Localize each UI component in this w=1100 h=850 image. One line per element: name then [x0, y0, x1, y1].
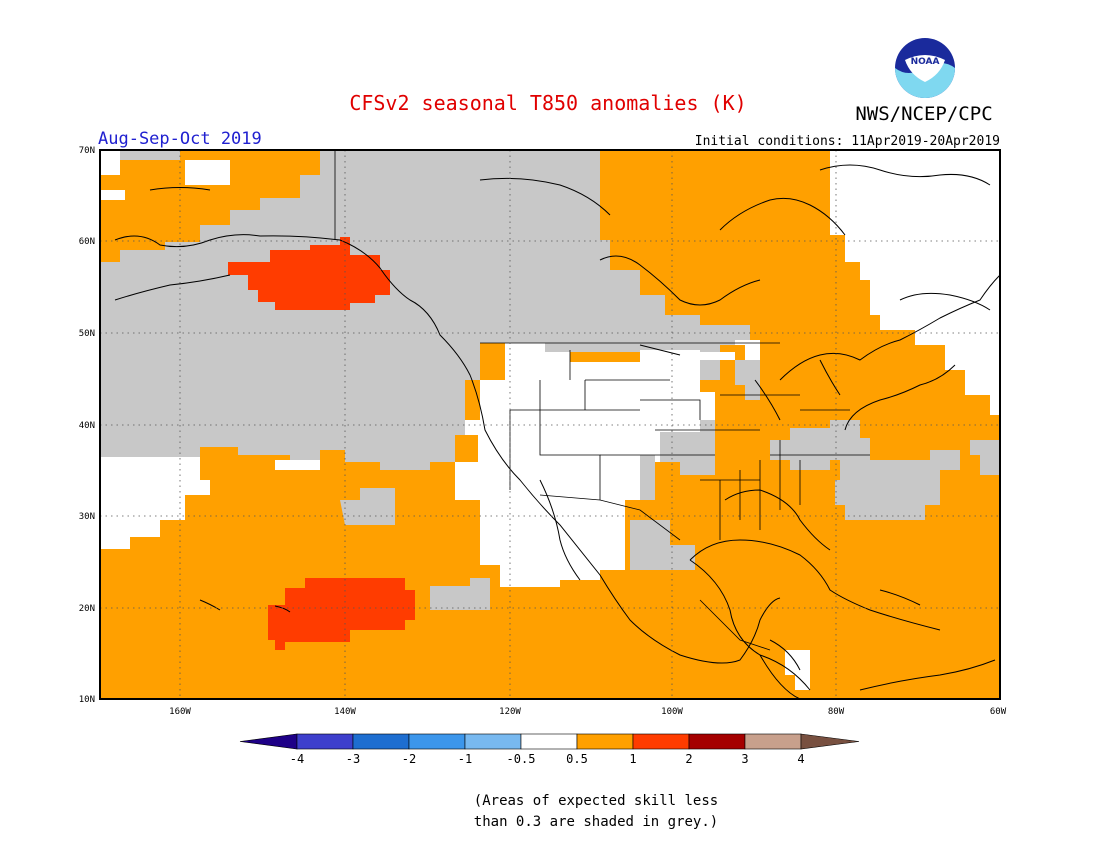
color-legend: -4 -3 -2 -1 -0.5 0.5 1 2 3 4	[239, 733, 860, 766]
season-label: Aug-Sep-Oct 2019	[98, 129, 262, 149]
lon-label: 100W	[661, 707, 683, 717]
legend-swatch	[688, 733, 746, 750]
legend-arrow-low	[239, 733, 298, 750]
lon-label: 140W	[334, 707, 356, 717]
lat-label: 40N	[79, 421, 95, 431]
legend-tick-label: -3	[346, 752, 360, 766]
legend-tick-label: 3	[741, 752, 748, 766]
legend-tick-label: -0.5	[507, 752, 536, 766]
graticule	[100, 150, 1000, 699]
map-panel	[100, 150, 1000, 699]
legend-swatch	[744, 733, 802, 750]
legend-tick-label: -4	[290, 752, 304, 766]
legend-tick-label: 2	[685, 752, 692, 766]
lat-label: 20N	[79, 604, 95, 614]
legend-swatch	[408, 733, 466, 750]
map-frame	[99, 149, 1001, 700]
legend-swatch	[464, 733, 522, 750]
legend-swatch	[576, 733, 634, 750]
legend-swatch	[520, 733, 578, 750]
lon-label: 60W	[990, 707, 1007, 717]
near-normal-areas	[100, 150, 1000, 690]
latitude-labels: 70N 60N 50N 40N 30N 20N 10N	[79, 146, 95, 705]
chart-title: CFSv2 seasonal T850 anomalies (K)	[349, 91, 746, 115]
lat-label: 30N	[79, 512, 95, 522]
lat-label: 70N	[79, 146, 95, 156]
legend-tick-label: 0.5	[566, 752, 588, 766]
legend-swatch	[632, 733, 690, 750]
footnote-line-2: than 0.3 are shaded in grey.)	[474, 814, 718, 830]
legend-arrow-high	[800, 733, 860, 750]
agency-label: NWS/NCEP/CPC	[855, 103, 992, 125]
lat-label: 10N	[79, 695, 95, 705]
legend-tick-label: -1	[458, 752, 472, 766]
noaa-logo-text: NOAA	[911, 57, 940, 67]
low-skill-areas	[100, 150, 1000, 610]
noaa-logo: NOAA	[895, 38, 955, 98]
legend-tick-label: -2	[402, 752, 416, 766]
political-boundaries	[334, 150, 870, 651]
lon-label: 160W	[169, 707, 191, 717]
legend-swatch	[352, 733, 410, 750]
initial-conditions-label: Initial conditions: 11Apr2019-20Apr2019	[695, 134, 1000, 149]
coastlines	[114, 164, 1000, 699]
legend-tick-label: 4	[797, 752, 804, 766]
lat-label: 60N	[79, 237, 95, 247]
legend-swatch	[296, 733, 354, 750]
lon-label: 80W	[828, 707, 845, 717]
lon-label: 120W	[499, 707, 521, 717]
longitude-labels: 160W 140W 120W 100W 80W 60W	[169, 707, 1007, 717]
lat-label: 50N	[79, 329, 95, 339]
legend-tick-label: 1	[629, 752, 636, 766]
footnote-line-1: (Areas of expected skill less	[474, 793, 718, 809]
